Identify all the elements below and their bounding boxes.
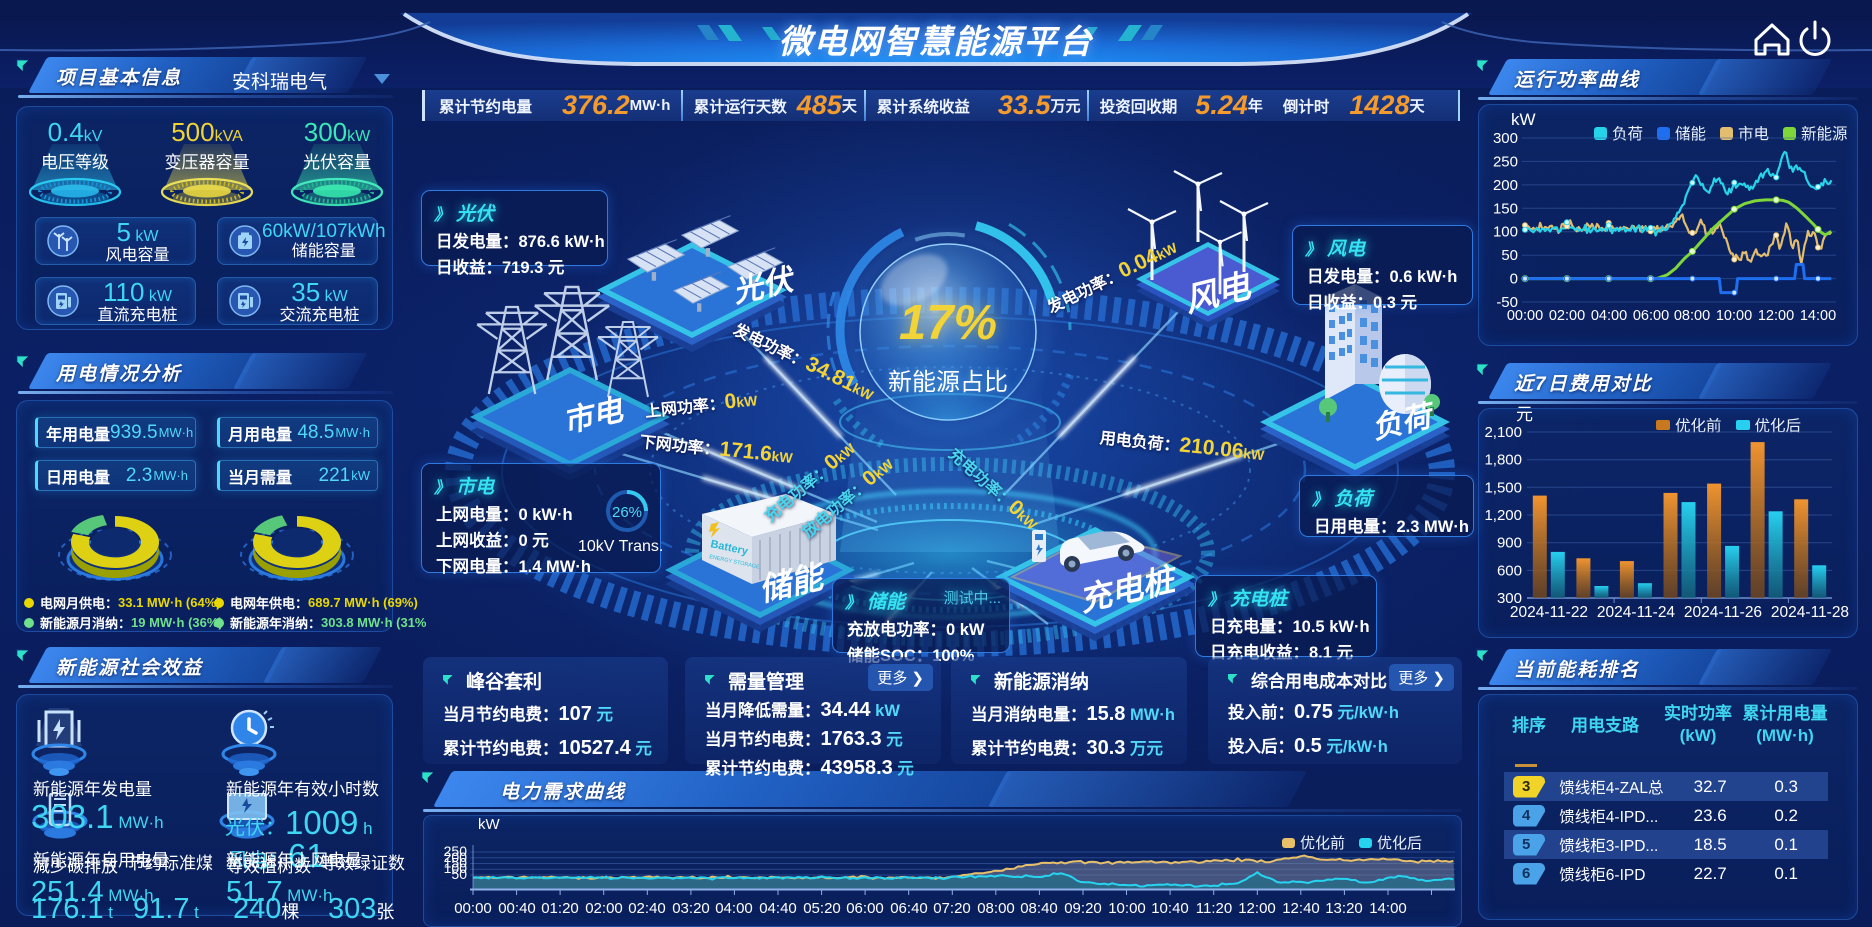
svg-text:10:00: 10:00: [1716, 308, 1752, 324]
svg-text:00:00: 00:00: [1507, 308, 1543, 324]
svg-text:08:00: 08:00: [977, 900, 1015, 917]
svg-text:04:00: 04:00: [715, 900, 753, 917]
svg-text:02:00: 02:00: [585, 900, 623, 917]
svg-text:08:00: 08:00: [1674, 308, 1710, 324]
svg-text:12:00: 12:00: [1238, 900, 1276, 917]
svg-text:02:00: 02:00: [1549, 308, 1585, 324]
svg-text:12:40: 12:40: [1282, 900, 1320, 917]
svg-text:200: 200: [444, 849, 468, 865]
svg-text:50: 50: [1501, 247, 1518, 264]
svg-text:06:00: 06:00: [846, 900, 884, 917]
svg-text:-50: -50: [1496, 294, 1518, 311]
svg-text:250: 250: [1493, 153, 1518, 170]
svg-text:14:00: 14:00: [1800, 308, 1836, 324]
svg-text:11:20: 11:20: [1196, 900, 1232, 917]
svg-text:10:40: 10:40: [1151, 900, 1189, 917]
svg-text:100: 100: [1493, 224, 1518, 241]
svg-text:2024-11-26: 2024-11-26: [1684, 604, 1762, 621]
svg-text:900: 900: [1497, 535, 1522, 552]
svg-text:200: 200: [1493, 177, 1518, 194]
svg-text:04:00: 04:00: [1591, 308, 1627, 324]
svg-text:12:00: 12:00: [1758, 308, 1794, 324]
svg-text:50: 50: [451, 866, 467, 882]
svg-text:2024-11-22: 2024-11-22: [1510, 604, 1588, 621]
svg-text:10:00: 10:00: [1108, 900, 1146, 917]
svg-text:250: 250: [444, 843, 468, 859]
svg-text:08:40: 08:40: [1020, 900, 1058, 917]
svg-text:00:00: 00:00: [454, 900, 492, 917]
svg-text:2024-11-24: 2024-11-24: [1597, 604, 1676, 621]
svg-text:0: 0: [1510, 271, 1518, 288]
svg-text:06:40: 06:40: [890, 900, 928, 917]
svg-text:14:00: 14:00: [1369, 900, 1407, 917]
svg-text:03:20: 03:20: [672, 900, 710, 917]
svg-text:09:20: 09:20: [1064, 900, 1102, 917]
svg-text:2024-11-28: 2024-11-28: [1771, 604, 1849, 621]
svg-text:300: 300: [1497, 590, 1522, 607]
svg-text:26%: 26%: [612, 504, 642, 521]
svg-text:1,500: 1,500: [1484, 479, 1522, 496]
svg-text:150: 150: [1493, 200, 1518, 217]
svg-text:100: 100: [444, 860, 468, 876]
svg-text:1,800: 1,800: [1484, 452, 1522, 469]
svg-text:06:00: 06:00: [1633, 308, 1669, 324]
svg-text:05:20: 05:20: [803, 900, 841, 917]
svg-text:1,200: 1,200: [1484, 507, 1522, 524]
svg-text:150: 150: [444, 855, 468, 871]
svg-text:300: 300: [1493, 130, 1518, 147]
svg-text:07:20: 07:20: [933, 900, 971, 917]
svg-text:00:40: 00:40: [498, 900, 536, 917]
svg-text:600: 600: [1497, 562, 1522, 579]
svg-text:04:40: 04:40: [759, 900, 797, 917]
svg-text:13:20: 13:20: [1325, 900, 1363, 917]
svg-text:02:40: 02:40: [628, 900, 666, 917]
svg-text:01:20: 01:20: [541, 900, 579, 917]
svg-text:2,100: 2,100: [1484, 424, 1522, 441]
